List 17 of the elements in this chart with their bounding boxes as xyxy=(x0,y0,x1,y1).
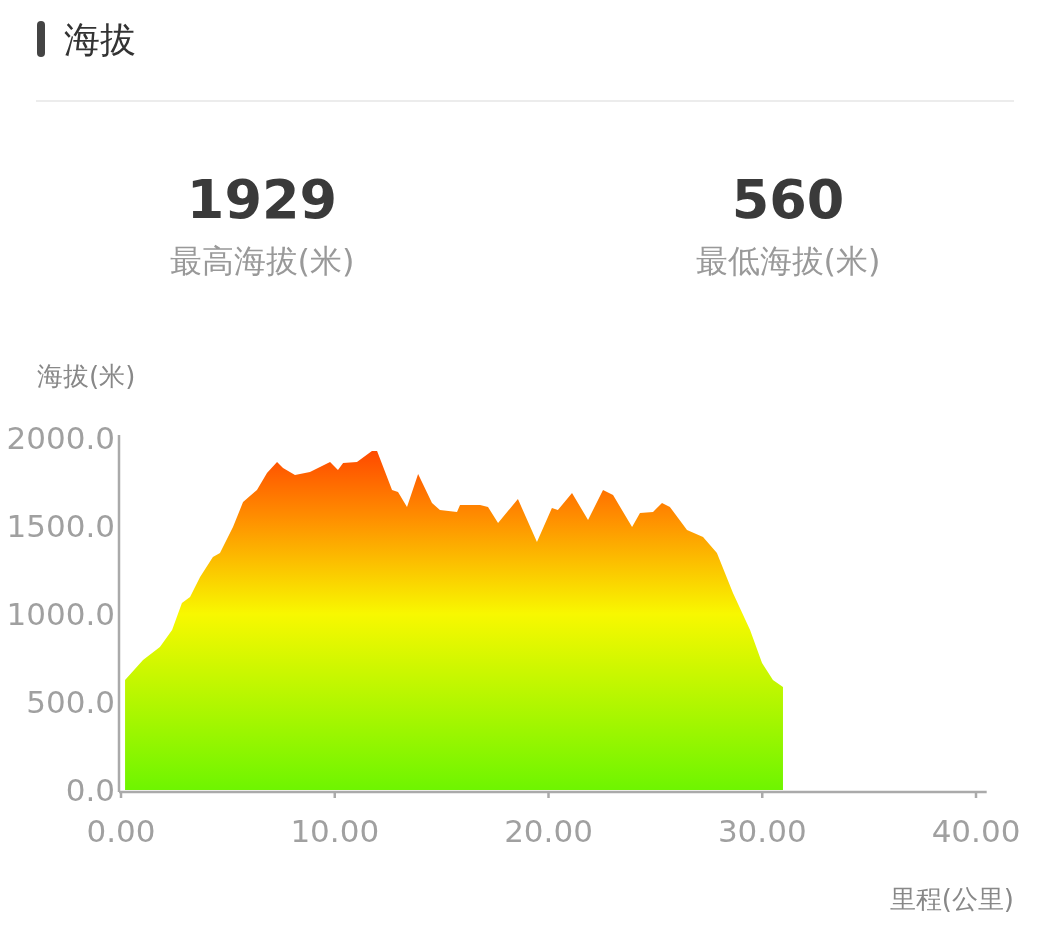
text: 最高海拔(米) xyxy=(169,242,355,280)
text: 560 xyxy=(731,168,845,231)
y-tick-label: 0.0 xyxy=(65,772,115,808)
y-tick-label: 500.0 xyxy=(26,684,115,720)
y-tick-label: 1000.0 xyxy=(6,596,115,632)
x-tick-label: 10.00 xyxy=(290,813,380,849)
x-tick-label: 30.00 xyxy=(717,813,807,849)
x-tick-label: 0.00 xyxy=(86,813,156,849)
x-tick-label: 20.00 xyxy=(504,813,593,849)
x-axis-title: 里程(公里) xyxy=(889,884,1014,914)
y-axis-title: 海拔(米) xyxy=(37,361,136,391)
text: 1929 xyxy=(186,168,338,231)
x-tick-label: 40.00 xyxy=(931,813,1021,849)
text: 最低海拔(米) xyxy=(695,242,881,280)
y-tick-label: 2000.0 xyxy=(6,420,115,456)
chart-title: 海拔 xyxy=(64,19,136,60)
y-tick-label: 1500.0 xyxy=(6,508,115,544)
